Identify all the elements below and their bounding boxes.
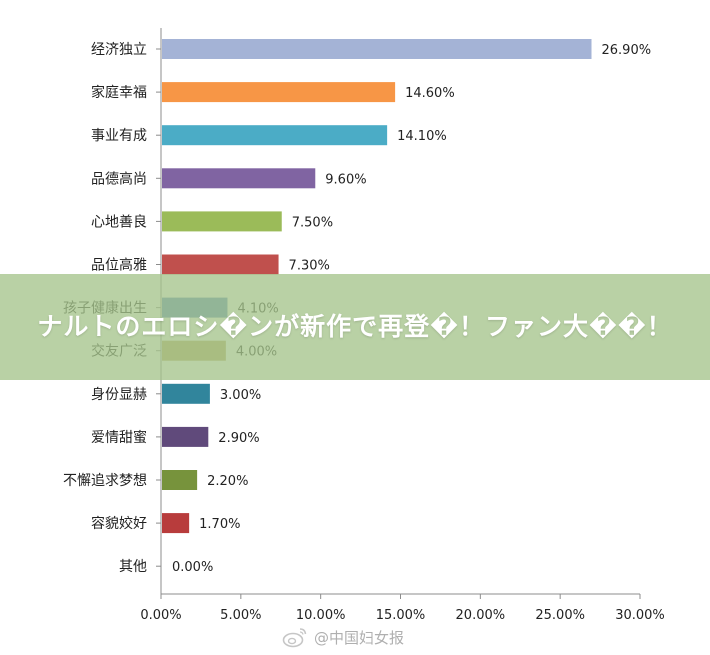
bar: [162, 383, 210, 404]
value-label: 14.10%: [397, 129, 447, 144]
watermark: @中国妇女报: [282, 624, 404, 650]
category-label: 心地善良: [91, 214, 147, 230]
weibo-icon: [282, 628, 307, 648]
x-tick-label: 15.00%: [376, 608, 426, 623]
x-tick-label: 30.00%: [615, 608, 665, 623]
x-tick-label: 10.00%: [296, 608, 346, 623]
category-label: 事业有成: [91, 128, 147, 144]
bar: [162, 82, 396, 103]
category-label: 不懈追求梦想: [63, 472, 147, 489]
value-label: 7.30%: [289, 259, 330, 274]
bar: [162, 211, 282, 232]
x-tick-label: 5.00%: [220, 608, 261, 623]
category-label: 其他: [119, 559, 147, 575]
value-label: 7.50%: [292, 215, 333, 230]
value-label: 0.00%: [172, 560, 213, 575]
value-label: 14.60%: [405, 86, 455, 101]
value-label: 26.90%: [602, 43, 652, 58]
value-label: 2.20%: [207, 474, 248, 489]
title-banner: ナルトのエロシ�ンが新作で再登�！ファン大��！: [0, 274, 710, 380]
category-label: 身份显赫: [91, 387, 147, 403]
bar: [162, 168, 316, 189]
watermark-text: @中国妇女报: [314, 628, 405, 647]
x-tick-label: 0.00%: [140, 608, 181, 623]
value-label: 1.70%: [199, 517, 240, 532]
value-label: 9.60%: [325, 172, 366, 187]
value-label: 3.00%: [220, 388, 261, 403]
bar: [162, 513, 190, 534]
category-label: 家庭幸福: [91, 84, 147, 101]
bar: [162, 254, 279, 275]
bar: [162, 125, 388, 146]
value-label: 2.90%: [218, 431, 259, 446]
x-tick-label: 25.00%: [535, 608, 585, 623]
banner-title: ナルトのエロシ�ンが新作で再登�！ファン大��！: [37, 312, 673, 341]
category-label: 经济独立: [91, 42, 147, 58]
x-tick-label: 20.00%: [456, 608, 506, 623]
category-label: 品位高雅: [91, 257, 147, 274]
bar: [162, 426, 209, 447]
category-label: 品德高尚: [91, 170, 147, 187]
bar: [162, 470, 198, 490]
category-label: 爱情甜蜜: [91, 430, 147, 446]
bar: [162, 39, 592, 59]
category-label: 容貌姣好: [91, 515, 147, 532]
